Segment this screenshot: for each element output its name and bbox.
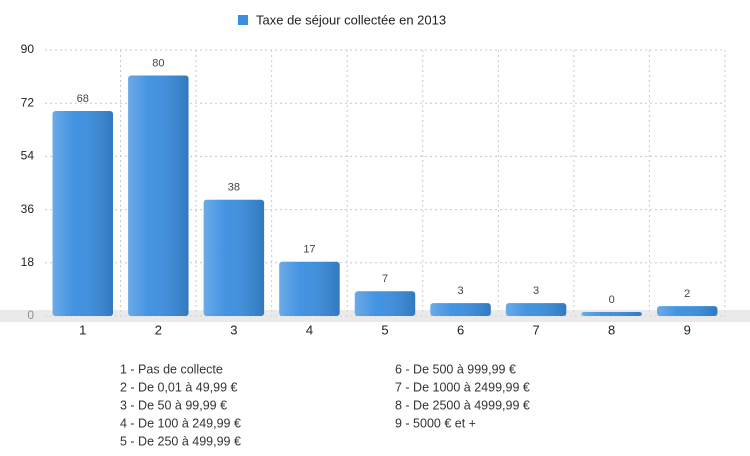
note: 2 - De 0,01 à 49,99 € [120, 380, 237, 394]
value-label: 2 [684, 288, 690, 300]
value-label: 3 [457, 285, 463, 297]
bar-shade [505, 303, 567, 316]
bar-shade [128, 75, 189, 316]
value-label: 17 [303, 244, 315, 256]
legend-label: Taxe de séjour collectée en 2013 [256, 12, 446, 27]
y-tick-label: 54 [21, 149, 35, 163]
note: 7 - De 1000 à 2499,99 € [395, 380, 530, 394]
bar-shade [52, 111, 113, 317]
bar-shade [279, 261, 340, 316]
note: 9 - 5000 € et + [395, 416, 476, 430]
note: 6 - De 500 à 999,99 € [395, 362, 516, 376]
bar-shade [657, 306, 718, 316]
x-tick-label: 6 [457, 322, 464, 337]
y-tick-label: 72 [21, 95, 35, 109]
y-tick-label: 36 [21, 202, 35, 216]
value-label: 38 [228, 182, 240, 194]
legend-swatch [238, 15, 248, 25]
bar-shade [203, 199, 265, 316]
x-tick-label: 5 [381, 322, 388, 337]
note: 1 - Pas de collecte [120, 362, 223, 376]
note: 3 - De 50 à 99,99 € [120, 398, 227, 412]
x-tick-label: 8 [608, 322, 615, 337]
x-tick-label: 7 [532, 322, 539, 337]
bar-shade [430, 303, 491, 316]
x-tick-label: 1 [79, 322, 86, 337]
value-label: 7 [382, 273, 388, 285]
x-tick-label: 4 [306, 322, 313, 337]
x-tick-label: 3 [230, 322, 237, 337]
bar-shade [354, 291, 416, 316]
y-tick-label: 90 [21, 42, 35, 56]
y-tick-label: 18 [21, 255, 35, 269]
value-label: 3 [533, 285, 539, 297]
value-label: 0 [609, 294, 615, 306]
note: 5 - De 250 à 499,99 € [120, 434, 241, 448]
note: 4 - De 100 à 249,99 € [120, 416, 241, 430]
x-tick-label: 9 [684, 322, 691, 337]
x-tick-label: 2 [155, 322, 162, 337]
value-label: 80 [152, 57, 164, 69]
note: 8 - De 2500 à 4999,99 € [395, 398, 530, 412]
value-label: 68 [77, 93, 89, 105]
bar-shade [581, 312, 642, 316]
